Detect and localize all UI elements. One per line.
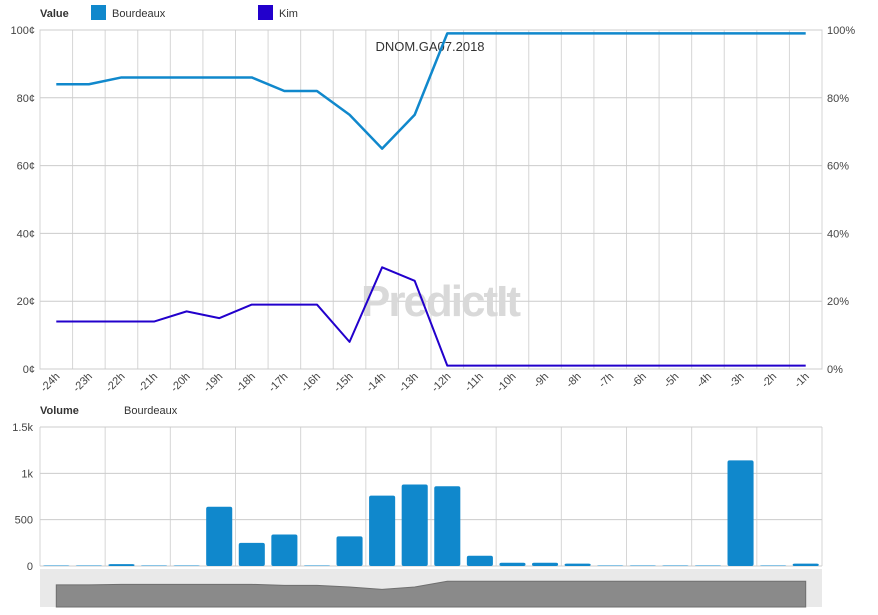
x-tick-label: -12h [429,371,453,395]
x-tick-label: -14h [364,371,388,395]
legend-item-bourdeaux[interactable]: Bourdeaux [91,5,166,20]
volume-y-tick: 1k [21,468,33,480]
volume-bar [336,536,363,566]
y-tick-left: 80¢ [17,93,35,105]
volume-bar [206,506,233,566]
watermark: PredictIt [361,277,521,326]
x-tick-label: -2h [760,371,780,391]
volume-bar [238,542,265,566]
legend-swatch-bourdeaux [91,5,106,20]
x-tick-label: -19h [201,371,225,395]
x-tick-label: -11h [463,371,486,394]
x-tick-label: -15h [332,371,356,395]
x-tick-label: -8h [564,371,584,391]
y-tick-right: 60% [827,161,849,173]
volume-bar [792,563,819,566]
legend-label-bourdeaux: Bourdeaux [112,8,166,20]
volume-y-tick: 0 [27,561,33,573]
volume-y-tick: 1.5k [12,422,33,434]
x-tick-label: -6h [629,371,649,391]
x-tick-label: -23h [71,371,95,395]
x-tick-label: -20h [169,371,193,395]
y-tick-left: 0¢ [23,364,35,376]
volume-bar [271,534,298,566]
x-tick-label: -24h [38,371,62,395]
x-tick-label: -9h [531,371,551,391]
y-tick-right: 100% [827,25,855,37]
volume-bar [369,495,396,566]
x-tick-label: -7h [597,371,617,391]
volume-bar [532,562,559,566]
navigator-series-area [55,580,807,608]
x-tick-label: -3h [727,371,747,391]
y-tick-right: 80% [827,93,849,105]
volume-bar [401,484,428,566]
market-code-annotation: DNOM.GA07.2018 [375,39,484,54]
x-tick-label: -10h [495,371,519,395]
legend-label-kim: Kim [279,8,298,20]
x-tick-label: -5h [662,371,682,391]
x-tick-label: -1h [792,371,812,391]
x-tick-label: -18h [234,371,258,395]
x-tick-label: -17h [266,371,290,395]
legend-title-volume: Volume [40,405,79,417]
x-tick-label: -21h [136,371,160,395]
y-tick-right: 20% [827,296,849,308]
volume-bar [108,564,135,566]
volume-bar [434,486,461,566]
volume-y-tick: 500 [15,515,33,527]
y-tick-left: 40¢ [17,228,35,240]
legend-title-value: Value [40,8,69,20]
x-tick-label: -13h [397,371,421,395]
volume-bar [499,562,526,566]
x-tick-label: -16h [299,371,323,395]
volume-bar [727,460,754,566]
series-line-kim [56,266,806,367]
volume-series-label: Bourdeaux [124,405,178,417]
y-tick-right: 40% [827,228,849,240]
y-tick-left: 60¢ [17,161,35,173]
legend-item-kim[interactable]: Kim [258,5,298,20]
x-tick-label: -22h [104,371,128,395]
legend-swatch-kim [258,5,273,20]
y-tick-left: 100¢ [11,25,35,37]
volume-bar [466,555,493,566]
y-tick-right: 0% [827,364,843,376]
x-tick-label: -4h [694,371,714,391]
series-line-bourdeaux [56,32,806,150]
y-tick-left: 20¢ [17,296,35,308]
volume-bar [564,563,591,566]
